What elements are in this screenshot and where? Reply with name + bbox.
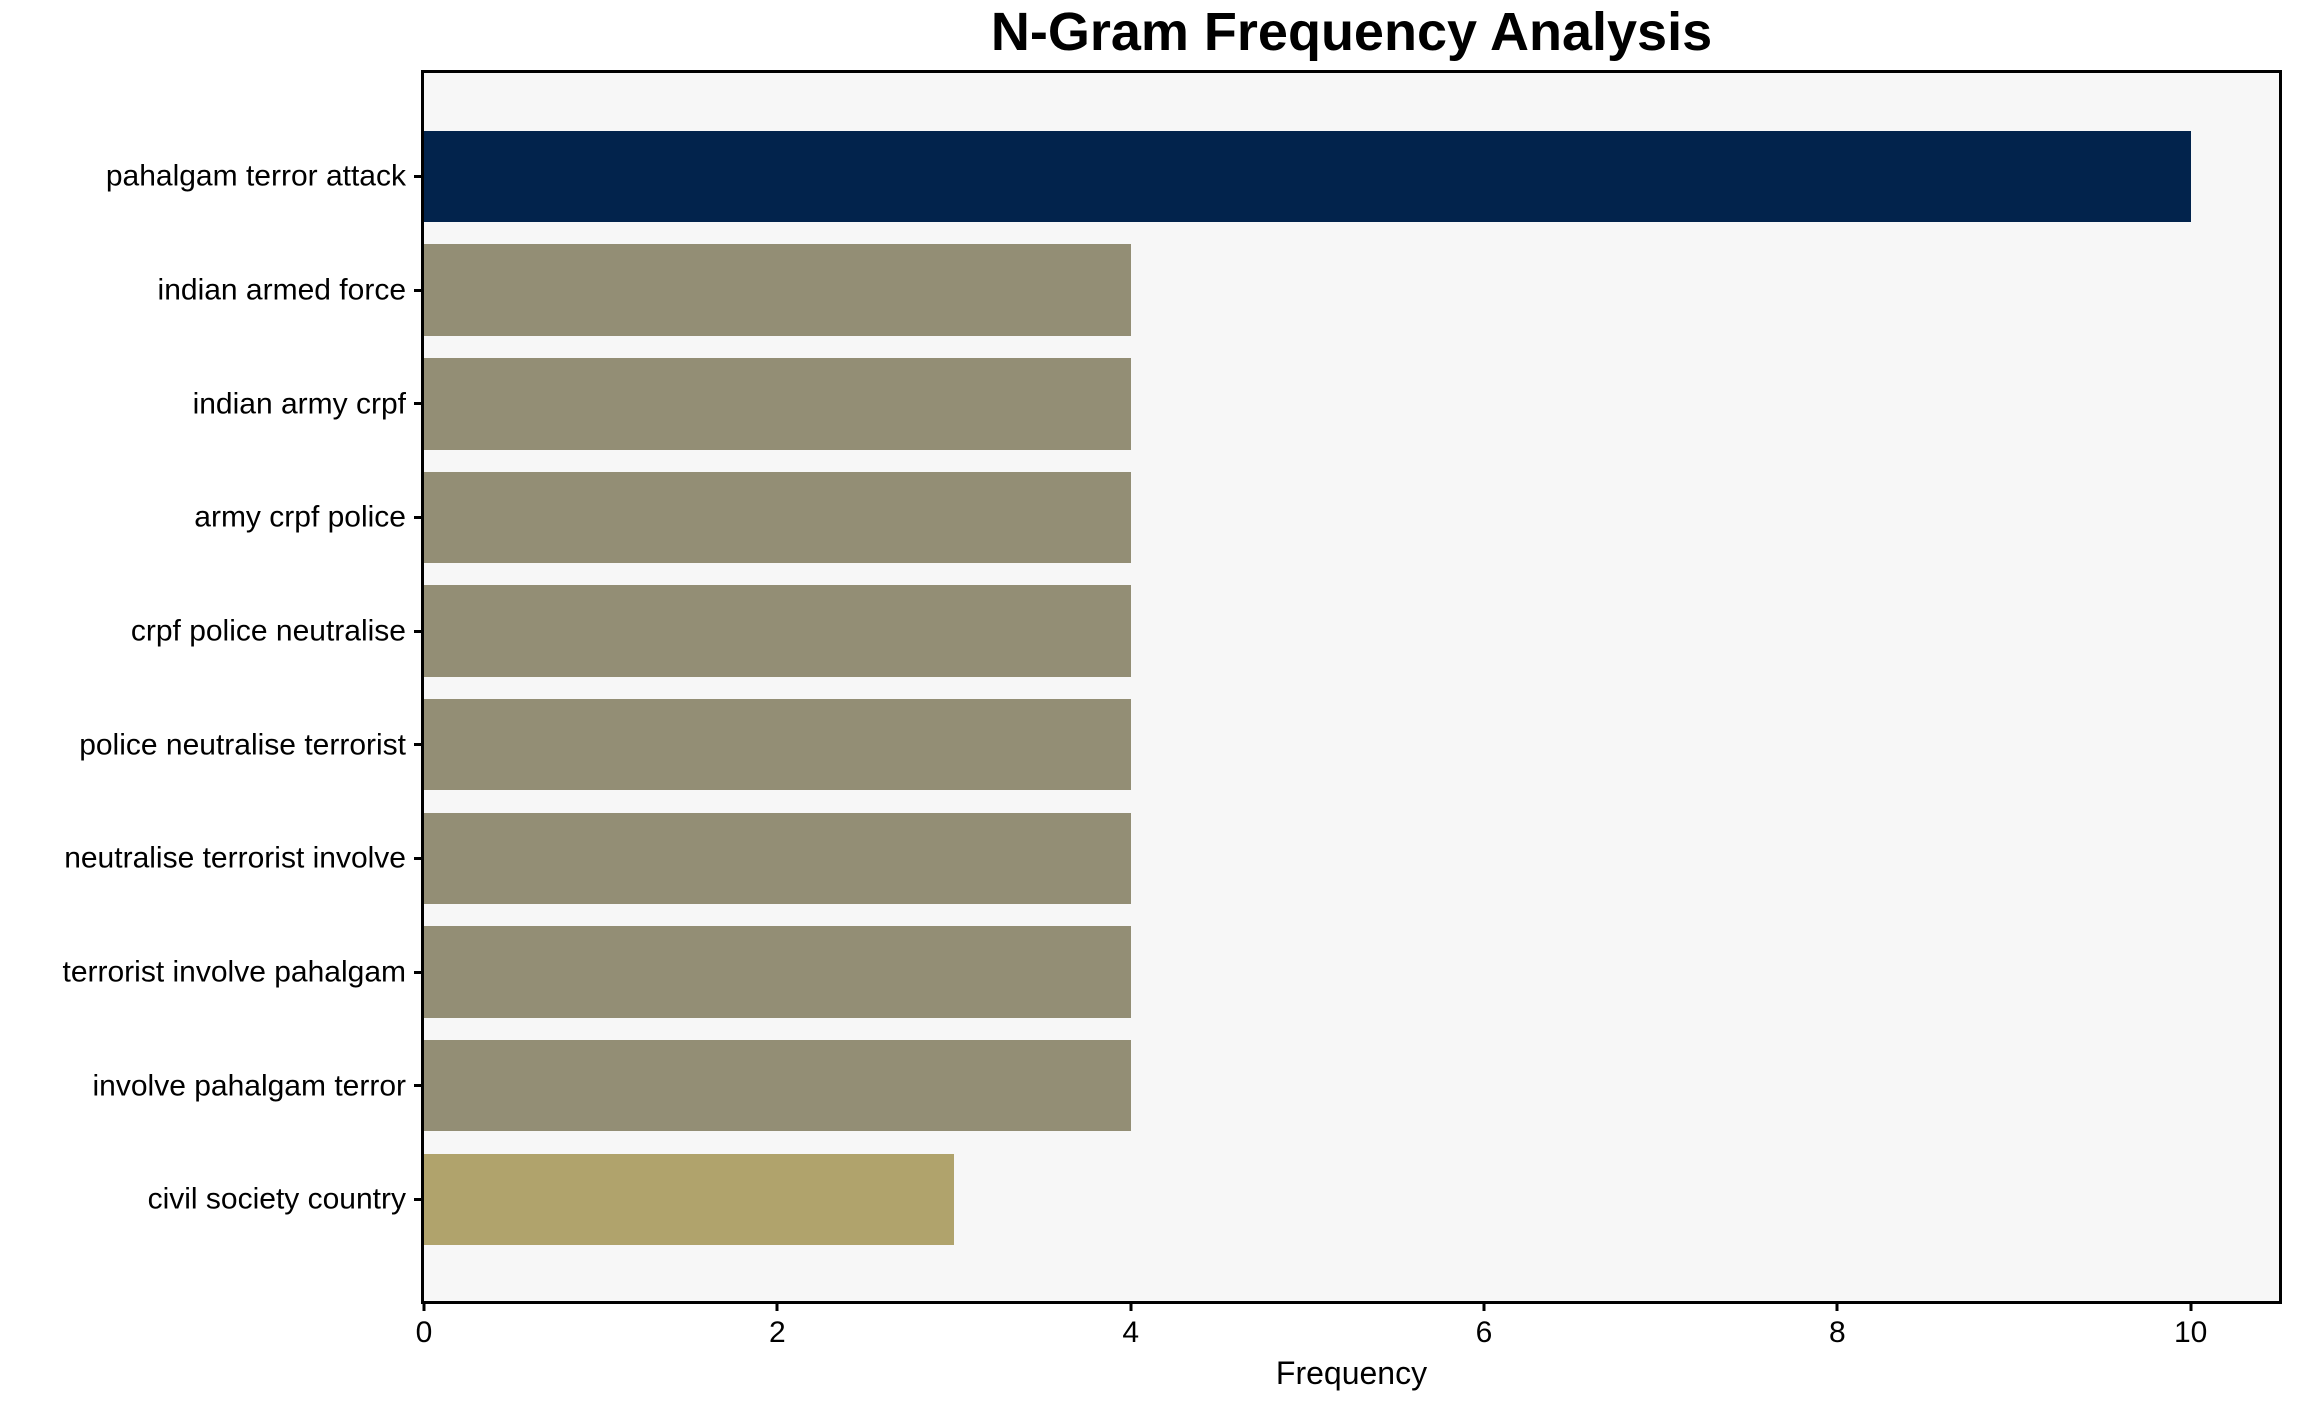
bar bbox=[424, 698, 1131, 791]
y-tick-mark bbox=[414, 1197, 424, 1201]
x-tick-mark bbox=[422, 1301, 426, 1311]
x-tick-label: 6 bbox=[1475, 1316, 1493, 1349]
x-tick-label: 10 bbox=[2173, 1316, 2208, 1349]
x-tick-mark bbox=[1835, 1301, 1839, 1311]
y-tick-label: involve pahalgam terror bbox=[92, 1069, 407, 1103]
y-tick-mark bbox=[414, 629, 424, 633]
bar bbox=[424, 585, 1131, 677]
plot-area: pahalgam terror attack indian armed force… bbox=[63, 70, 2282, 1348]
x-tick-mark bbox=[775, 1301, 779, 1311]
x-axis-label: Frequency bbox=[1275, 1355, 1428, 1391]
y-tick-mark bbox=[414, 856, 424, 860]
bar bbox=[424, 1039, 1131, 1132]
y-tick-label: police neutralise terrorist bbox=[79, 728, 406, 762]
y-tick-label: crpf police neutralise bbox=[130, 614, 406, 648]
bar bbox=[424, 358, 1131, 450]
x-tick-mark bbox=[1129, 1301, 1133, 1311]
y-tick-label: pahalgam terror attack bbox=[105, 159, 406, 193]
y-tick-mark bbox=[414, 174, 424, 178]
bar bbox=[424, 244, 1131, 336]
y-tick-label: terrorist involve pahalgam bbox=[62, 955, 407, 989]
bar bbox=[424, 130, 2191, 223]
y-tick-mark bbox=[414, 402, 424, 406]
x-tick-label: 8 bbox=[1828, 1316, 1846, 1349]
y-tick-label: army crpf police bbox=[194, 500, 406, 534]
bar bbox=[424, 926, 1131, 1018]
y-tick-mark bbox=[414, 515, 424, 519]
y-tick-mark bbox=[414, 970, 424, 974]
x-tick-label: 4 bbox=[1122, 1316, 1139, 1349]
y-tick-label: indian armed force bbox=[157, 273, 406, 307]
x-tick-mark bbox=[1482, 1301, 1486, 1311]
x-tick-label: 2 bbox=[768, 1316, 786, 1349]
bar bbox=[424, 471, 1131, 564]
chart-title: N-Gram Frequency Analysis bbox=[990, 2, 1713, 62]
x-tick-mark bbox=[2189, 1301, 2193, 1311]
y-tick-mark bbox=[414, 288, 424, 292]
y-tick-label: civil society country bbox=[147, 1182, 406, 1216]
x-tick-label: 0 bbox=[415, 1316, 433, 1349]
y-tick-label: neutralise terrorist involve bbox=[64, 841, 406, 875]
bar bbox=[424, 812, 1131, 905]
bar bbox=[424, 1153, 954, 1246]
y-tick-mark bbox=[414, 1084, 424, 1088]
y-tick-label: indian army crpf bbox=[192, 387, 406, 421]
y-tick-mark bbox=[414, 743, 424, 747]
